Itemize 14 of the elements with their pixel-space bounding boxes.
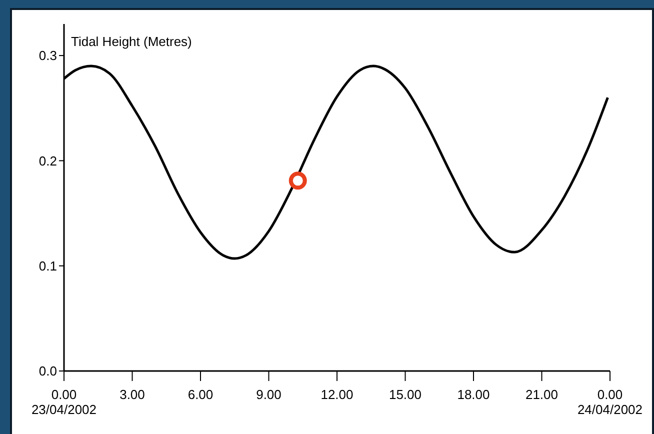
y-tick-label: 0.3 — [38, 48, 57, 64]
x-tick-label: 21.00 — [525, 387, 558, 402]
x-tick-label: 12.00 — [320, 387, 354, 402]
y-tick-label: 0.1 — [38, 258, 57, 274]
x-tick-label: 0.00 23/04/2002 — [31, 387, 97, 417]
x-tick-label: 3.00 — [120, 387, 145, 402]
x-tick-label: 18.00 — [457, 387, 490, 402]
y-tick-label: 0.0 — [38, 364, 57, 379]
x-tick-label: 0.00 24/04/2002 — [577, 387, 643, 417]
x-tick-label: 15.00 — [388, 387, 422, 402]
y-tick-label: 0.2 — [38, 153, 57, 168]
x-tick-label: 6.00 — [188, 387, 214, 402]
x-tick-label: 9.00 — [256, 387, 282, 402]
y-axis-title: Tidal Height (Metres) — [71, 34, 192, 49]
